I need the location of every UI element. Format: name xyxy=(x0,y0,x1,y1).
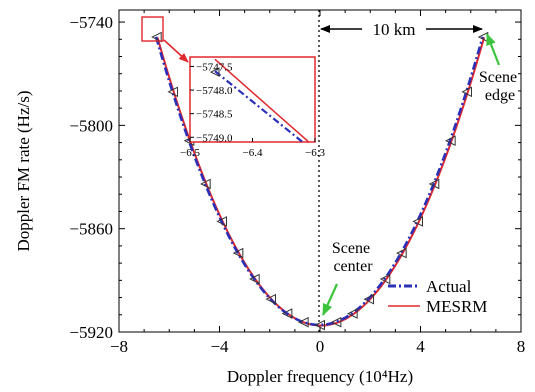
main-axis-tick-labels: −8 −4 0 4 8 −5740 −5800 −5860 −5920 xyxy=(69,13,525,356)
series-marker xyxy=(347,308,358,319)
series-marker xyxy=(151,31,162,43)
series-marker xyxy=(216,216,228,227)
x-tick-label: −8 xyxy=(110,337,128,356)
x-tick-label: 0 xyxy=(316,337,325,356)
series-marker xyxy=(330,316,342,328)
zoom-highlight-box xyxy=(141,16,164,42)
scene-center-green-arrow xyxy=(321,283,339,316)
scene-center-line-1: Scene xyxy=(332,240,370,257)
series-marker xyxy=(314,319,325,331)
main-axis-ticks xyxy=(118,10,522,333)
x-axis-label: Doppler frequency (10⁴Hz) xyxy=(227,367,413,386)
distance-label: 10 km xyxy=(373,20,416,39)
inset-marker xyxy=(209,67,220,77)
scene-center-line-2: center xyxy=(333,258,373,275)
inset-y-tick-label: −5748.5 xyxy=(196,109,233,121)
series-marker xyxy=(249,273,260,285)
inset-curves xyxy=(209,58,310,142)
scene-center-label: Scene center xyxy=(332,240,374,275)
series-marker xyxy=(265,293,277,305)
inset-frame xyxy=(189,56,316,143)
y-tick-label: −5740 xyxy=(69,13,113,32)
x-tick-label: 8 xyxy=(517,337,526,356)
series-marker xyxy=(232,247,244,259)
main-curves xyxy=(154,36,486,327)
series-marker xyxy=(445,135,456,147)
series-marker xyxy=(396,247,407,259)
inset-series-mesrm-line xyxy=(214,58,310,142)
legend-label-mesrm: MESRM xyxy=(426,297,487,316)
series-marker xyxy=(167,86,179,98)
scene-edge-line-2: edge xyxy=(485,87,515,104)
inset-x-tick-label: −6.5 xyxy=(180,147,200,159)
main-markers xyxy=(151,31,489,331)
x-tick-label: −4 xyxy=(210,337,229,356)
scene-edge-line-1: Scene xyxy=(479,69,517,86)
y-tick-label: −5920 xyxy=(69,323,113,342)
scene-edge-label: Scene edge xyxy=(479,69,521,104)
inset-x-tick-label: −6.3 xyxy=(305,147,325,159)
series-marker xyxy=(298,316,309,328)
inset-x-tick-label: −6.4 xyxy=(243,147,263,159)
series-marker xyxy=(461,86,472,98)
y-tick-label: −5800 xyxy=(69,116,113,135)
inset-tick-labels: −5747.5 −5748.0 −5748.5 −5749.0 −6.5 −6.4 −6.3 xyxy=(180,61,325,159)
scene-edge-green-arrow xyxy=(485,33,501,66)
legend-label-actual: Actual xyxy=(426,277,472,296)
series-marker xyxy=(281,308,293,319)
y-tick-label: −5860 xyxy=(69,220,113,239)
x-tick-label: 4 xyxy=(416,337,425,356)
y-axis-label: Doppler FM rate (Hz/s) xyxy=(14,91,33,252)
series-marker xyxy=(412,216,423,227)
series-marker xyxy=(379,273,391,285)
series-mesrm-line xyxy=(156,37,486,327)
inset-y-tick-label: −5747.5 xyxy=(196,61,233,73)
series-marker xyxy=(428,178,440,190)
zoom-red-arrow xyxy=(163,39,189,63)
series-marker xyxy=(363,293,374,305)
inset-y-tick-label: −5749.0 xyxy=(196,132,233,144)
inset-series-actual-line xyxy=(214,70,304,142)
inset-y-tick-label: −5748.0 xyxy=(196,85,233,97)
inset-ticks xyxy=(189,65,316,142)
series-marker xyxy=(200,178,211,190)
legend: Actual MESRM xyxy=(388,277,487,316)
